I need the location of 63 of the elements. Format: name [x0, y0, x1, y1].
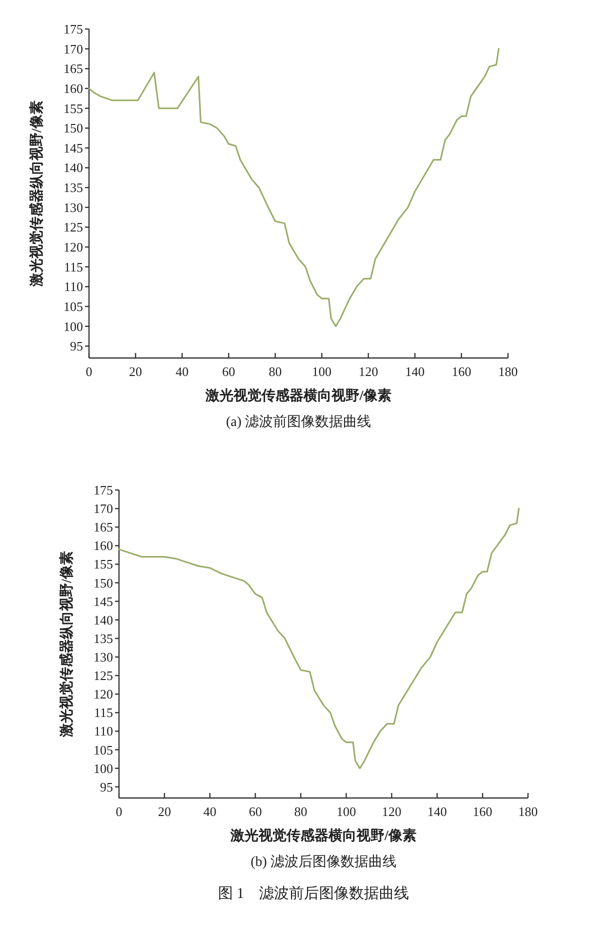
- y-tick-label: 155: [64, 100, 83, 116]
- y-tick-label: 130: [94, 649, 113, 664]
- line-series: [88, 48, 500, 328]
- y-tick-label: 140: [94, 612, 113, 628]
- x-tick-label: 0: [86, 364, 92, 379]
- y-tick-label: 150: [64, 120, 83, 136]
- y-axis-title: 激光视觉传感器纵向视野/像素: [28, 100, 45, 288]
- x-tick-label: 40: [203, 804, 216, 819]
- text: (b) 滤波后图像数据曲线: [250, 854, 396, 870]
- y-tick-label: 115: [94, 705, 113, 720]
- y-axis-title: 激光视觉传感器纵向视野/像素: [58, 551, 75, 738]
- y-tick-label: 120: [64, 240, 83, 255]
- y-tick-label: 95: [100, 779, 113, 794]
- y-tick-label: 175: [94, 482, 113, 498]
- line-series: [118, 508, 520, 770]
- y-tick-label: 100: [94, 760, 113, 776]
- y-tick-label: 150: [94, 575, 113, 590]
- x-tick-label: 80: [294, 804, 308, 819]
- x-tick-label: 100: [312, 364, 332, 379]
- y-tick-label: 110: [94, 724, 113, 739]
- y-tick-label: 130: [64, 200, 83, 215]
- x-tick-label: 60: [248, 804, 262, 819]
- x-tick-label: 120: [382, 804, 402, 819]
- x-tick-label: 80: [268, 364, 282, 379]
- y-tick-label: 115: [64, 259, 83, 274]
- y-tick-label: 145: [94, 594, 113, 609]
- x-tick-label: 160: [472, 804, 492, 819]
- x-axis-title: 激光视觉传感器横向视野/像素: [230, 827, 416, 844]
- y-tick-label: 140: [64, 160, 83, 176]
- x-tick-label: 100: [336, 804, 356, 819]
- y-tick-label: 125: [94, 668, 113, 684]
- y-tick-label: 175: [64, 22, 83, 36]
- y-tick-label: 155: [94, 556, 113, 572]
- y-tick-label: 170: [94, 501, 113, 516]
- y-tick-label: 110: [64, 279, 83, 294]
- y-tick-label: 145: [64, 140, 83, 156]
- x-tick-label: 140: [405, 364, 425, 379]
- y-tick-label: 165: [94, 520, 113, 535]
- caption: 图 1 滤波前后图像数据曲线: [218, 885, 410, 902]
- y-tick-label: 105: [94, 742, 113, 758]
- y-tick-label: 170: [64, 41, 83, 56]
- y-tick-label: 160: [94, 538, 113, 554]
- y-tick-label: 165: [64, 61, 83, 76]
- x-tick-label: 60: [222, 364, 236, 379]
- x-tick-label: 120: [358, 364, 378, 379]
- x-tick-label: 180: [518, 804, 538, 819]
- y-tick-label: 100: [64, 318, 83, 334]
- y-tick-label: 135: [94, 630, 113, 646]
- x-tick-label: 180: [498, 364, 518, 379]
- x-tick-label: 160: [452, 364, 472, 379]
- y-tick-label: 95: [70, 338, 83, 354]
- x-tick-label: 140: [427, 804, 447, 819]
- y-tick-label: 125: [64, 220, 83, 235]
- x-tick-label: 20: [129, 364, 142, 379]
- x-axis-title: 激光视觉传感器横向视野/像素: [204, 387, 392, 404]
- x-tick-label: 20: [158, 804, 171, 819]
- x-tick-label: 0: [116, 804, 122, 819]
- y-tick-label: 105: [64, 298, 83, 314]
- y-tick-label: 160: [64, 80, 83, 96]
- y-tick-label: 120: [94, 686, 113, 702]
- x-tick-label: 40: [176, 364, 189, 379]
- y-tick-label: 135: [64, 180, 83, 196]
- text: (a) 滤波前图像数据曲线: [226, 414, 372, 430]
